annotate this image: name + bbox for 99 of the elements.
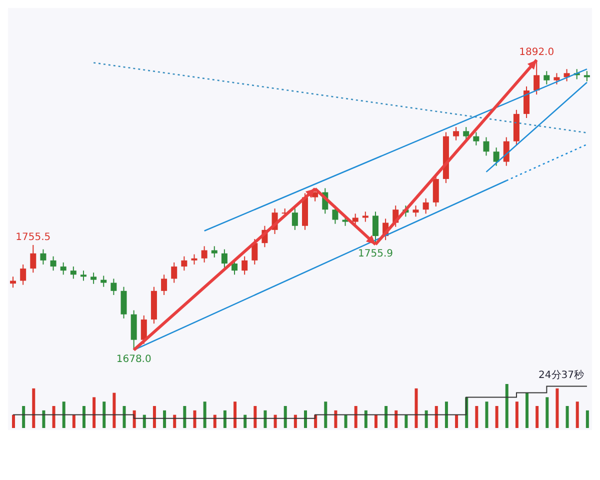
candlestick [412,205,419,218]
bar [505,384,508,428]
bar [344,414,348,428]
bar [586,410,589,428]
bar [173,414,176,428]
bar [92,397,96,428]
bar [42,410,46,428]
bar [404,414,408,428]
candlestick [110,278,117,296]
bar [444,402,448,428]
bar [12,414,15,428]
bar [334,410,338,428]
bar [274,414,277,428]
candlestick [493,147,500,166]
bar [122,406,126,428]
candlestick [30,244,36,274]
bar [394,410,398,428]
bar [424,410,428,428]
bar [364,410,368,428]
candlestick [50,256,56,272]
bar [434,406,438,428]
candlestick [453,126,460,141]
candlestick [70,266,76,280]
candlestick [463,126,470,141]
candlestick [422,198,429,214]
bar [576,402,579,428]
bar [234,402,237,428]
candlestick [191,254,198,265]
bar [142,414,146,428]
candlestick [584,70,590,82]
bar [213,414,216,428]
bar [536,406,539,428]
bar [72,414,76,428]
candlestick [60,262,66,276]
bar [254,406,257,428]
bar [244,414,247,428]
bar [294,414,297,428]
bar [475,406,478,428]
candlestick [242,256,248,276]
candlestick [181,256,188,272]
candlestick [252,238,258,265]
annotation: 1678.0 [116,354,152,366]
bar [183,406,186,428]
bar [455,414,458,428]
bar [384,406,388,428]
bar [495,406,498,428]
text: 24分37秒 [538,368,584,382]
bar [22,406,26,428]
candlestick [201,246,208,263]
bar [515,402,518,428]
annotation: 1892.0 [519,47,554,58]
candlestick [544,70,550,85]
bar [264,410,267,428]
candlestick [483,136,490,156]
bar [82,406,86,428]
annotation: 1755.5 [16,232,51,243]
bar [112,392,116,428]
bar [485,402,488,428]
candlestick [362,211,368,222]
candlestick [432,174,439,207]
bar [546,397,549,428]
bar [324,402,328,428]
candlestick [534,60,540,96]
candlestick [20,264,26,286]
candlestick [120,286,127,319]
candlestick [80,270,86,282]
bar [284,406,287,428]
candlestick [171,262,178,284]
bar [374,414,378,428]
bar [556,388,559,428]
candlestick [221,248,228,268]
bar [566,406,569,428]
bar [223,410,226,428]
candlestick [161,274,168,296]
bar [526,392,529,428]
candlestick [473,132,480,146]
bar [32,388,36,428]
candlestick [100,275,107,288]
annotation: 1755.9 [358,248,394,260]
bar [62,402,66,428]
candlestick [524,86,530,118]
candlestick [503,136,510,166]
bar [163,410,166,428]
bar [203,402,206,428]
candlestick [90,272,97,284]
candlestick [372,211,378,245]
candlestick [140,314,147,344]
bar [152,406,156,428]
bar [304,410,307,428]
candlestick [211,246,218,258]
bar [414,388,418,428]
candlestick [554,72,560,85]
bar [52,406,56,428]
bar [354,406,358,428]
bar [193,410,196,428]
candlestick [292,208,298,230]
candlestick [40,248,46,265]
candlestick [352,213,358,226]
bar [102,402,106,428]
